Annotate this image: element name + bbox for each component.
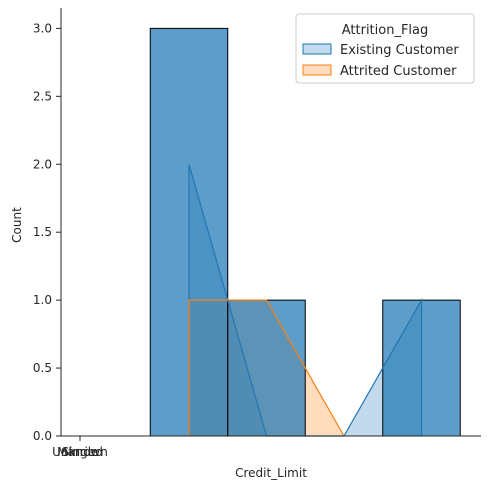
legend-title: Attrition_Flag [342,23,429,38]
y-tick-label: 1.0 [33,293,52,307]
x-tick-label: Single [62,445,99,459]
x-axis-label: Credit_Limit [235,466,307,480]
legend-swatch-attrited-customer [302,64,332,76]
y-tick-label: 2.0 [33,157,52,171]
histogram-bar [227,299,306,437]
x-tick-label: Unknown [52,445,108,459]
legend-label-attrited-customer: Attrited Customer [340,64,457,79]
histogram-bars [149,27,461,437]
legend-swatch-existing-customer [302,43,332,55]
y-tick-label: 1.5 [33,225,52,239]
y-tick-label: 2.5 [33,89,52,103]
legend-label-existing-customer: Existing Customer [340,43,459,58]
y-ticks: 0.0 0.5 1.0 1.5 2.0 2.5 3.0 [33,21,61,443]
y-tick-label: 0.0 [33,429,52,443]
series-line-attrited-customer [188,299,345,437]
legend-frame [295,13,475,84]
y-axis-label: Count [10,207,24,243]
y-tick-label: 3.0 [33,21,52,35]
legend: Attrition_Flag Existing Customer Attrite… [295,13,475,84]
x-tick-label: Married [57,445,103,459]
y-tick-label: 0.5 [33,361,52,375]
